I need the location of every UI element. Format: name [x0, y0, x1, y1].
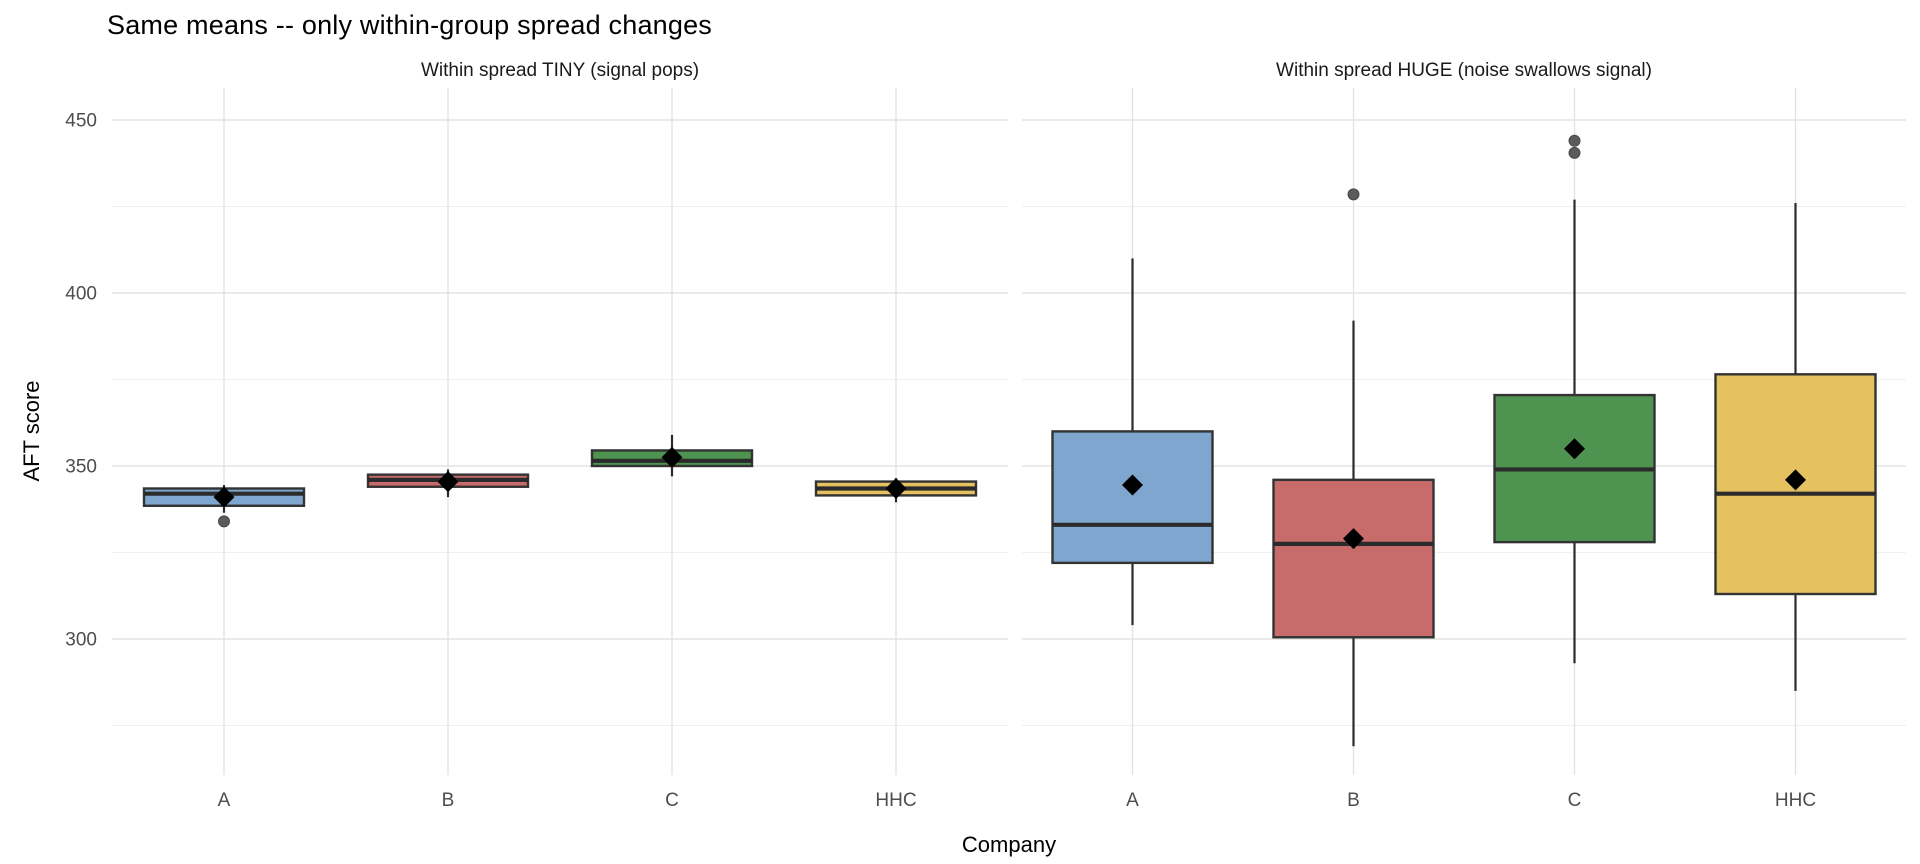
- x-tick-label-A: A: [218, 790, 231, 811]
- panel2-box-B-outlier-point-0: [1347, 188, 1360, 201]
- chart-title: Same means -- only within-group spread c…: [107, 10, 713, 40]
- facet-title-huge-spread: Within spread HUGE (noise swallows signa…: [1276, 60, 1652, 81]
- panel2-box-C-mean-diamond: [1564, 438, 1585, 460]
- panel1-box-B-mean-diamond: [437, 471, 459, 493]
- x-tick-label-B: B: [1347, 790, 1360, 811]
- panel2-box-HHC-mean-diamond: [1785, 469, 1806, 491]
- y-tick-label-300: 300: [65, 630, 97, 651]
- x-tick-label-HHC: HHC: [875, 790, 916, 811]
- panel1-box-C-mean-diamond: [661, 446, 683, 468]
- x-tick-label-A: A: [1126, 790, 1139, 811]
- panel2-box-B-iqr-box: [1272, 478, 1435, 639]
- panel2-box-A-mean-diamond: [1122, 474, 1143, 496]
- panel2-box-A-iqr-box: [1051, 430, 1214, 565]
- x-tick-label-HHC: HHC: [1775, 790, 1816, 811]
- panel1-box-A-outlier-point-0: [218, 515, 230, 528]
- x-tick-label-C: C: [1568, 790, 1582, 811]
- panel2-box-B-mean-diamond: [1343, 528, 1364, 550]
- x-axis-title: Company: [961, 832, 1057, 857]
- x-tick-label-C: C: [665, 790, 679, 811]
- panel1-box-HHC-mean-diamond: [885, 477, 907, 499]
- y-tick-label-450: 450: [65, 111, 97, 132]
- x-tick-label-B: B: [442, 790, 455, 811]
- y-tick-label-400: 400: [65, 284, 97, 305]
- y-tick-label-350: 350: [65, 457, 97, 478]
- panel2-box-C-outlier-point-1: [1568, 134, 1581, 147]
- facet-title-tiny-spread: Within spread TINY (signal pops): [420, 60, 700, 81]
- panel1-box-A-mean-diamond: [213, 486, 235, 508]
- panel2-box-C-outlier-point-0: [1568, 146, 1581, 159]
